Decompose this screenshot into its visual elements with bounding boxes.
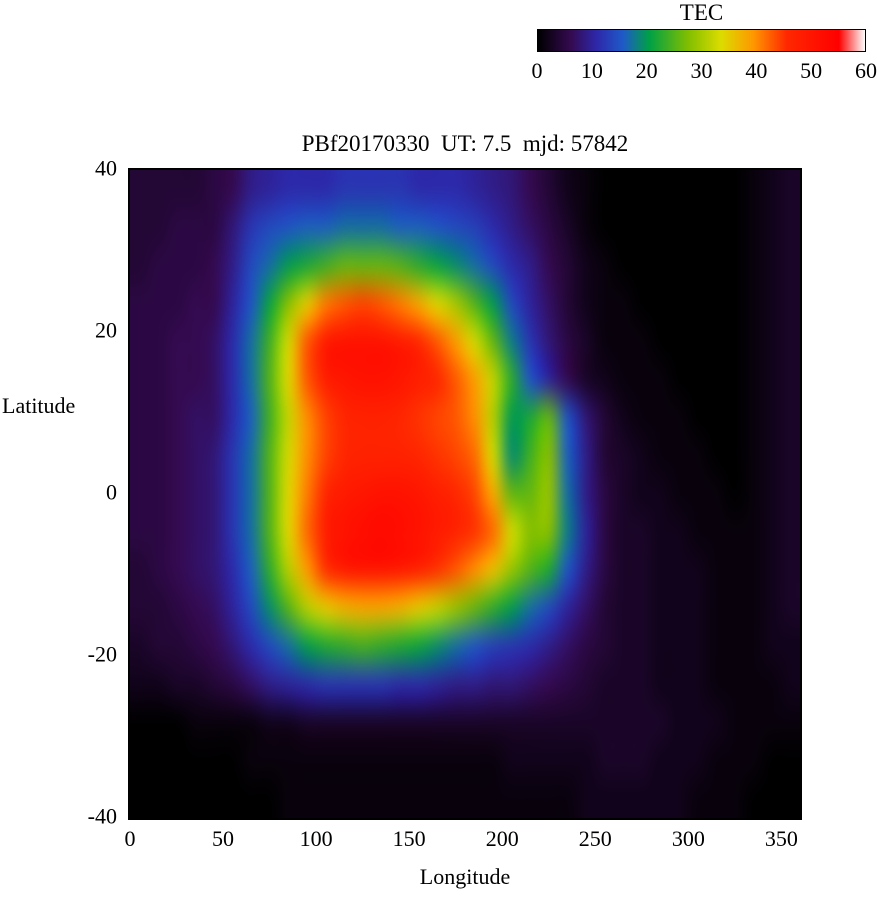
x-tick-label: 200 <box>485 826 519 851</box>
colorbar-tick-label: 60 <box>855 58 877 83</box>
colorbar-title: TEC <box>679 0 724 25</box>
colorbar-tick-label: 0 <box>531 58 543 83</box>
x-tick-label: 350 <box>764 826 798 851</box>
y-tick-label: 20 <box>95 317 117 343</box>
plot-title: PBf20170330 UT: 7.5 mjd: 57842 <box>301 131 629 156</box>
colorbar-tick-label: 20 <box>635 58 658 83</box>
x-tick-label: 50 <box>212 826 235 851</box>
x-axis-label: Longitude <box>419 864 511 889</box>
plot-area <box>128 168 802 820</box>
colorbar-tick-label: 40 <box>745 58 768 83</box>
colorbar-tick-label: 30 <box>690 58 713 83</box>
y-tick-label: -20 <box>87 641 117 667</box>
y-axis-label: Latitude <box>2 393 76 418</box>
x-tick-label: 100 <box>299 826 333 851</box>
y-tick-label: 0 <box>106 479 117 505</box>
y-tick-label: -40 <box>87 803 117 829</box>
x-tick-label: 150 <box>392 826 426 851</box>
x-tick-label: 250 <box>578 826 612 851</box>
y-tick-label: 40 <box>95 155 117 181</box>
x-tick-label: 0 <box>124 826 136 851</box>
colorbar-tick-label: 50 <box>800 58 823 83</box>
colorbar-gradient <box>537 29 866 52</box>
tec-heatmap <box>130 170 800 818</box>
x-tick-label: 300 <box>671 826 705 851</box>
colorbar-tick-label: 10 <box>580 58 603 83</box>
